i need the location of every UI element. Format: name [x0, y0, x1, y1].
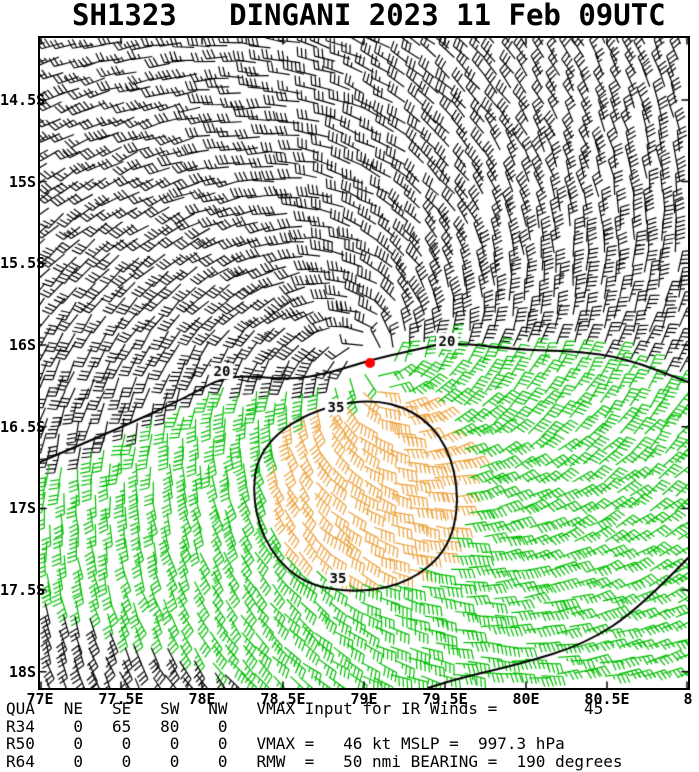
page-title: SH1323 DINGANI 2023 11 Feb 09UTC: [72, 0, 666, 32]
x-axis-label: 80.5E: [584, 690, 630, 708]
r34-line: R34 0 65 80 0: [6, 716, 228, 736]
y-axis-label: 15.5S: [0, 254, 46, 273]
x-axis-label: 80E: [512, 690, 540, 708]
y-axis-label: 14.5S: [0, 90, 46, 109]
y-axis-label: 18S: [8, 662, 36, 681]
wind-barb-chart: [40, 38, 688, 688]
y-axis-label: 17S: [8, 499, 36, 518]
x-axis-label: 78E: [188, 690, 216, 708]
x-axis-label: 8: [683, 690, 693, 708]
x-axis-label: 79.5E: [422, 690, 468, 708]
r64-line: R64 0 0 0 0 RMW = 50 nmi BEARING = 190 d…: [6, 751, 623, 771]
y-axis-label: 16S: [8, 336, 36, 354]
x-axis-label: 79E: [350, 690, 378, 708]
storm-stats-block: QUA NE SE SW NW VMAX Input for IR Winds …: [6, 700, 623, 770]
qua-header-line: QUA NE SE SW NW VMAX Input for IR Winds …: [6, 699, 604, 718]
r50-line: R50 0 0 0 0 VMAX = 46 kt MSLP = 997.3 hP…: [6, 734, 565, 753]
x-axis-label: 77E: [26, 690, 54, 708]
plot-frame: [38, 36, 690, 690]
x-axis-label: 78.5E: [260, 690, 306, 708]
y-axis-label: 17.5S: [0, 581, 46, 600]
x-axis-label: 77.5E: [98, 690, 144, 708]
y-axis-label: 15S: [8, 172, 36, 191]
y-axis-label: 16.5S: [0, 417, 46, 436]
